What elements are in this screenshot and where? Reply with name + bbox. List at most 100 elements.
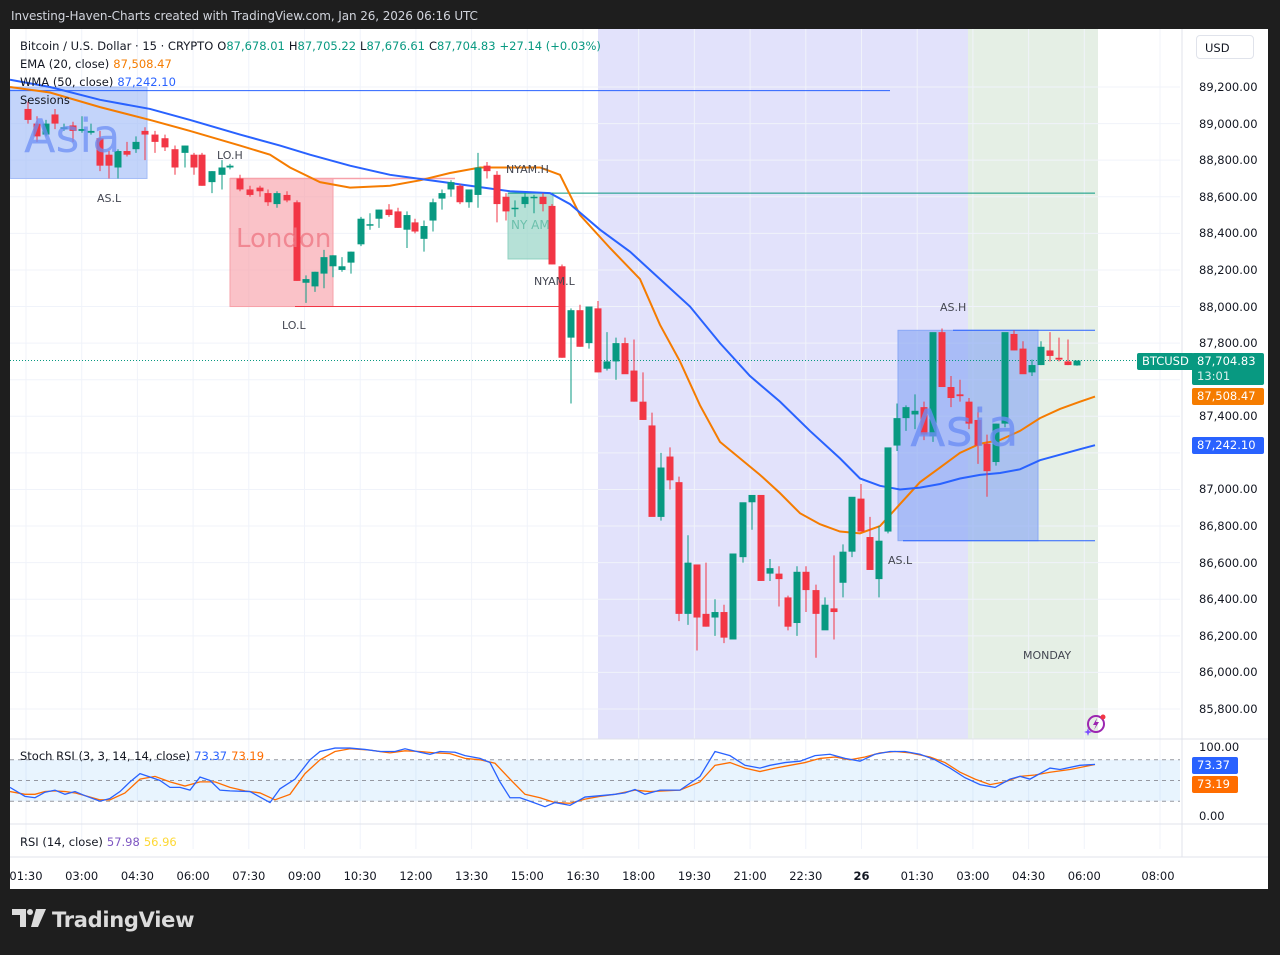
candle-body[interactable] <box>739 502 747 558</box>
candle-body[interactable] <box>320 257 328 274</box>
candle-body[interactable] <box>465 189 473 203</box>
candle-body[interactable] <box>293 202 301 281</box>
candle-body[interactable] <box>236 178 244 190</box>
stoch-rsi-legend[interactable]: Stoch RSI (3, 3, 14, 14, close) 73.37 73.1… <box>20 749 268 763</box>
candle-body[interactable] <box>992 423 1000 463</box>
candle-body[interactable] <box>639 401 647 420</box>
candle-body[interactable] <box>965 401 973 424</box>
candle-body[interactable] <box>866 537 874 570</box>
candle-body[interactable] <box>911 410 919 415</box>
candle-body[interactable] <box>132 141 140 150</box>
candle-body[interactable] <box>848 496 856 552</box>
candle-body[interactable] <box>447 182 455 190</box>
candle-body[interactable] <box>766 568 774 574</box>
candle-body[interactable] <box>974 419 982 446</box>
sessions-legend[interactable]: Sessions <box>20 93 74 107</box>
candle-body[interactable] <box>603 361 611 369</box>
chart-panel[interactable]: Asia London NY AM Asia AS.L LO.H LO.L NY… <box>10 29 1268 889</box>
candle-body[interactable] <box>218 167 226 175</box>
candle-body[interactable] <box>208 171 216 183</box>
candle-body[interactable] <box>347 251 355 263</box>
candle-body[interactable] <box>198 154 206 186</box>
candle-body[interactable] <box>161 138 169 148</box>
candle-body[interactable] <box>141 130 149 135</box>
candle-body[interactable] <box>1028 365 1036 373</box>
candle-body[interactable] <box>576 310 584 347</box>
candle-body[interactable] <box>539 196 547 205</box>
candle-body[interactable] <box>338 266 346 270</box>
candle-body[interactable] <box>666 456 674 481</box>
candle-body[interactable] <box>775 573 783 580</box>
candle-body[interactable] <box>711 612 719 618</box>
candle-body[interactable] <box>875 540 883 580</box>
candle-body[interactable] <box>594 308 602 373</box>
candle-body[interactable] <box>929 332 937 437</box>
candle-body[interactable] <box>357 218 365 245</box>
candle-body[interactable] <box>403 215 411 230</box>
candle-body[interactable] <box>702 613 710 627</box>
candle-body[interactable] <box>420 226 428 239</box>
candle-body[interactable] <box>226 165 234 168</box>
candle-body[interactable] <box>78 129 86 131</box>
candle-body[interactable] <box>748 494 756 503</box>
candle-body[interactable] <box>264 193 272 203</box>
candle-body[interactable] <box>1001 332 1009 424</box>
candle-body[interactable] <box>33 123 41 137</box>
candle-body[interactable] <box>429 202 437 221</box>
candle-body[interactable] <box>1073 360 1081 366</box>
tradingview-logo[interactable]: TradingView <box>12 908 194 932</box>
candle-body[interactable] <box>256 187 264 192</box>
candle-body[interactable] <box>630 370 638 402</box>
candle-body[interactable] <box>329 255 337 267</box>
candle-body[interactable] <box>474 167 482 195</box>
candle-body[interactable] <box>530 196 538 199</box>
candle-body[interactable] <box>502 196 510 212</box>
candle-body[interactable] <box>793 571 801 624</box>
candle-body[interactable] <box>190 154 198 168</box>
candle-body[interactable] <box>151 134 159 142</box>
candle-body[interactable] <box>511 207 519 210</box>
rsi-legend[interactable]: RSI (14, close) 57.98 56.96 <box>20 835 181 849</box>
candle-body[interactable] <box>123 151 131 155</box>
candle-body[interactable] <box>42 123 50 135</box>
candle-body[interactable] <box>839 551 847 583</box>
candle-body[interactable] <box>171 149 179 168</box>
candle-body[interactable] <box>938 332 946 388</box>
ai-assistant-icon[interactable] <box>1083 712 1107 736</box>
candle-body[interactable] <box>720 612 728 638</box>
candle-body[interactable] <box>366 224 374 226</box>
candle-body[interactable] <box>675 482 683 614</box>
candle-body[interactable] <box>757 494 765 581</box>
candle-body[interactable] <box>438 193 446 199</box>
candle-body[interactable] <box>456 185 464 203</box>
candle-body[interactable] <box>812 590 820 614</box>
candle-body[interactable] <box>394 211 402 228</box>
candle-body[interactable] <box>558 266 566 358</box>
candle-body[interactable] <box>385 209 393 216</box>
candle-body[interactable] <box>483 165 491 172</box>
candle-body[interactable] <box>302 279 310 283</box>
candle-body[interactable] <box>567 310 575 338</box>
candle-body[interactable] <box>548 205 556 265</box>
candle-body[interactable] <box>181 145 189 153</box>
candle-body[interactable] <box>1064 361 1072 366</box>
candle-body[interactable] <box>69 125 77 131</box>
candle-body[interactable] <box>283 194 291 201</box>
candle-body[interactable] <box>947 387 955 398</box>
candle-body[interactable] <box>1019 348 1027 375</box>
symbol-legend[interactable]: Bitcoin / U.S. Dollar · 15 · CRYPTO O87,6… <box>20 39 605 53</box>
candle-body[interactable] <box>96 138 104 166</box>
candle-body[interactable] <box>693 564 701 618</box>
candle-body[interactable] <box>920 407 928 435</box>
candle-body[interactable] <box>621 343 629 375</box>
candle-body[interactable] <box>411 222 419 232</box>
candle-body[interactable] <box>1046 350 1054 356</box>
candle-body[interactable] <box>684 562 692 614</box>
candle-body[interactable] <box>956 394 964 397</box>
candle-body[interactable] <box>51 114 59 124</box>
candle-body[interactable] <box>1055 357 1063 360</box>
candle-body[interactable] <box>729 553 737 640</box>
candle-body[interactable] <box>114 151 122 168</box>
candle-body[interactable] <box>612 343 620 362</box>
candle-body[interactable] <box>246 189 254 195</box>
